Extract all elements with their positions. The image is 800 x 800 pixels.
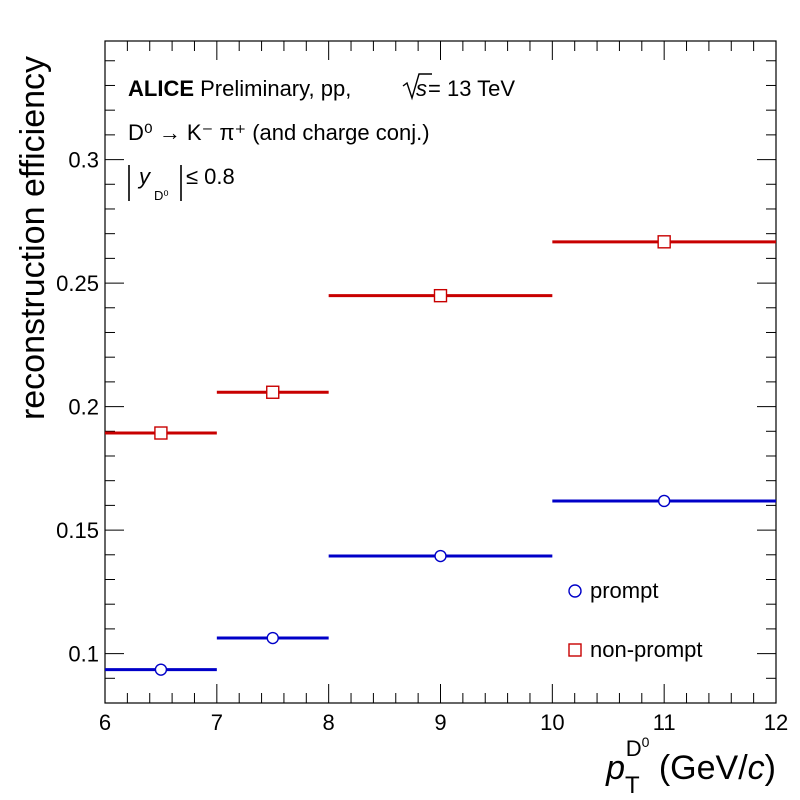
legend-marker-prompt — [568, 584, 582, 598]
data-point — [434, 549, 447, 563]
x-tick-label: 8 — [323, 710, 335, 735]
annotation-line-2: D⁰ → K⁻ π⁺ (and charge conj.) — [128, 120, 430, 145]
x-tick-label: 6 — [99, 710, 111, 735]
rapidity-symbol: y — [137, 164, 152, 189]
svg-text:pTD0 (GeV/c): pTD0 (GeV/c) — [605, 734, 776, 799]
y-tick-label: 0.25 — [56, 271, 99, 296]
y-tick-label: 0.15 — [56, 518, 99, 543]
data-series — [105, 235, 776, 676]
series-prompt — [105, 494, 776, 676]
data-point — [657, 235, 671, 249]
x-axis-title-sup: D — [626, 736, 642, 761]
legend: prompt non-prompt — [568, 578, 703, 662]
x-axis-title: pTD0 (GeV/c) — [605, 734, 776, 799]
annotation-line-1: ALICE Preliminary, pp, — [128, 76, 351, 101]
x-tick-label: 7 — [211, 710, 223, 735]
x-axis-title-sup-sup: 0 — [642, 734, 650, 750]
x-tick-label: 12 — [764, 710, 788, 735]
x-axis-title-unit-close: ) — [765, 749, 776, 787]
legend-marker-non-prompt — [568, 643, 582, 657]
data-point — [154, 663, 168, 676]
y-axis-title: reconstruction efficiency — [14, 56, 52, 420]
x-axis-title-base: p — [605, 749, 625, 787]
data-point — [266, 631, 279, 645]
tick-labels: 6 7 8 9 10 11 12 0.1 0.15 0.2 0.25 0.3 — [56, 148, 788, 735]
x-tick-label: 11 — [653, 710, 676, 735]
energy-label: = 13 TeV — [428, 76, 515, 101]
x-tick-label: 10 — [540, 710, 564, 735]
legend-label-non-prompt: non-prompt — [590, 637, 703, 662]
x-axis-title-unit-italic: c — [748, 749, 765, 787]
x-axis-title-sub: T — [625, 772, 640, 799]
annotation-block: ALICE Preliminary, pp, s = 13 TeV D⁰ → K… — [128, 73, 515, 203]
x-axis-title-unit: (GeV/ — [659, 749, 748, 787]
annotation-line-3: y D⁰ ≤ 0.8 — [128, 164, 235, 203]
x-tick-label: 9 — [434, 710, 446, 735]
data-point — [266, 385, 280, 399]
rapidity-cut: ≤ 0.8 — [186, 164, 235, 189]
axis-ticks — [104, 41, 777, 704]
alice-label: ALICE — [128, 76, 194, 101]
rapidity-subscript: D⁰ — [154, 188, 169, 203]
legend-label-prompt: prompt — [590, 578, 658, 603]
sqrt-symbol — [402, 73, 432, 101]
y-tick-label: 0.2 — [68, 395, 99, 420]
y-tick-label: 0.3 — [68, 148, 99, 173]
data-point — [433, 288, 448, 303]
data-point — [154, 426, 168, 440]
series-non-prompt — [105, 235, 776, 440]
sqrt-s-label: s — [416, 76, 427, 101]
y-tick-label: 0.1 — [68, 642, 99, 667]
data-point — [657, 494, 671, 508]
